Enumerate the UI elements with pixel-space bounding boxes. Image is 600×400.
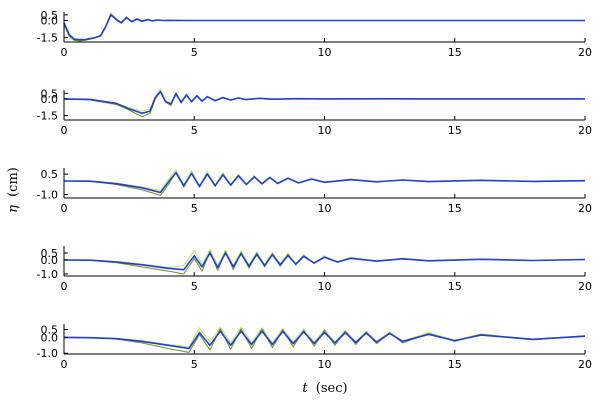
series-line-3 (63, 172, 586, 194)
y-tick-label: -1.5 (37, 31, 58, 44)
y-tick-label: 0.0 (41, 331, 59, 344)
y-tick-label: -1.0 (37, 189, 58, 202)
x-tick-label: 20 (578, 124, 592, 137)
series-line-1 (63, 12, 585, 41)
series-line-2 (63, 328, 586, 353)
series-line-3 (63, 330, 586, 350)
x-tick-label: 5 (191, 202, 198, 215)
series-line-2 (63, 251, 586, 275)
x-tick-label: 0 (61, 46, 68, 59)
x-tick-label: 20 (578, 202, 592, 215)
x-tick-label: 15 (448, 202, 462, 215)
x-tick-label: 15 (448, 124, 462, 137)
y-tick-label: -1.0 (37, 268, 58, 281)
subplot-2: 0.50.0 -1.50 5 10 15 20 (37, 87, 592, 137)
series-line-2 (63, 171, 586, 196)
x-tick-label: 5 (191, 280, 198, 293)
x-tick-label: 20 (578, 358, 592, 371)
y-tick-label: 0.0 (41, 14, 59, 27)
y-tick-label: 0.5 (41, 247, 59, 260)
y-axis-label-unit: (cm) (6, 167, 21, 197)
y-tick-label: 0.0 (41, 254, 59, 267)
x-axis-label-unit: (sec) (316, 381, 348, 396)
y-tick-label: 0.5 (41, 324, 59, 337)
x-tick-label: 15 (448, 358, 462, 371)
series-line-2 (63, 13, 585, 42)
y-tick-label: 0.0 (41, 93, 59, 106)
subplot-3: 0.5 -1.00 5 10 15 20 (37, 168, 592, 215)
y-tick-label: 0.5 (41, 9, 59, 22)
x-tick-label: 15 (448, 46, 462, 59)
x-tick-label: 10 (318, 46, 332, 59)
y-axis-label: η (cm) (6, 167, 21, 213)
y-tick-label: 0.5 (41, 87, 59, 100)
series-line-3 (63, 14, 585, 41)
x-tick-label: 15 (448, 280, 462, 293)
x-tick-label: 20 (578, 46, 592, 59)
x-tick-label: 10 (318, 280, 332, 293)
y-axis-label-var: η (6, 205, 21, 213)
series-line-3 (63, 252, 586, 271)
x-axis-label: t (sec) (302, 381, 347, 396)
y-tick-label: -1.0 (37, 347, 58, 360)
y-tick-label: 0.5 (41, 168, 59, 181)
x-tick-label: 0 (61, 358, 68, 371)
x-tick-label: 5 (191, 124, 198, 137)
subplot-stack: 0.50.0-1.50 5 10 15 200.50.0-1.50 5 10 15 200.5-… (37, 9, 592, 371)
x-tick-label: 20 (578, 280, 592, 293)
subplot-1: 0.50.0 -1.50 5 10 15 20 (37, 9, 592, 59)
x-tick-label: 0 (61, 124, 68, 137)
x-tick-label: 0 (61, 202, 68, 215)
x-tick-label: 5 (191, 46, 198, 59)
y-tick-label: -1.5 (37, 110, 58, 123)
series-line-1 (63, 88, 585, 112)
subplot-4: 0.50.0-1.00 5 10 15 20 (37, 246, 592, 293)
series-line-3 (63, 90, 585, 115)
x-axis-label-var: t (302, 381, 308, 396)
x-tick-label: 10 (318, 202, 332, 215)
subplot-5: 0.50.0 -1.00 5 10 15 20 (37, 324, 592, 371)
x-tick-label: 10 (318, 358, 332, 371)
x-tick-label: 5 (191, 358, 198, 371)
x-tick-label: 10 (318, 124, 332, 137)
x-tick-label: 0 (61, 280, 68, 293)
